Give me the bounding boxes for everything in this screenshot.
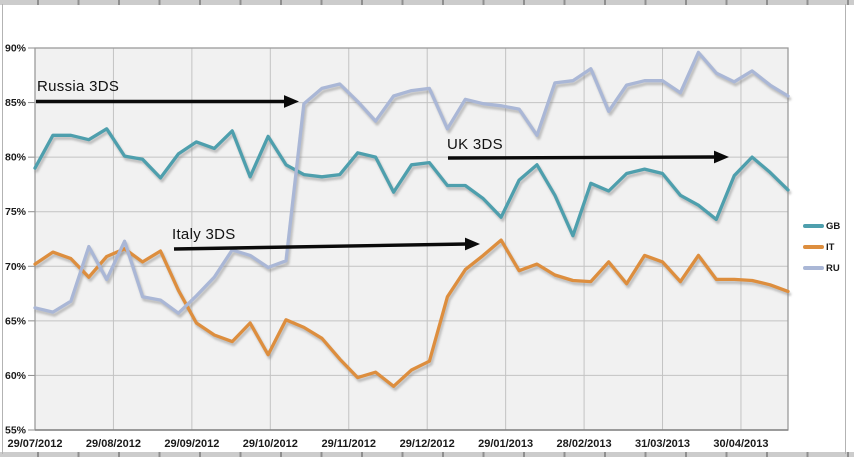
legend-item-it[interactable]: IT [803,240,840,254]
y-axis-label: 75% [5,206,27,218]
x-axis-label: 29/08/2012 [86,438,141,450]
x-axis-label: 29/07/2012 [7,438,62,450]
window-border-left [2,4,3,454]
x-axis-label: 29/11/2012 [322,438,376,450]
y-axis-label: 70% [5,261,27,273]
legend-swatch-ru [803,266,824,270]
y-axis-label: 80% [5,152,27,164]
x-axis-label: 29/12/2012 [400,438,455,450]
x-axis-label: 29/10/2012 [243,438,298,450]
y-axis-label: 60% [5,370,27,382]
annotation-uk-3ds: UK 3DS [447,136,503,153]
bottom-ruler [0,452,854,457]
legend-swatch-it [803,245,824,249]
x-axis-label: 29/09/2012 [164,438,219,450]
legend-label-it: IT [826,241,835,253]
arrow-italy-3ds-head [465,237,480,251]
x-axis-label: 29/01/2013 [478,438,533,450]
y-axis-label: 85% [5,97,27,109]
x-axis-label: 31/03/2013 [635,438,690,450]
arrow-uk-3ds-head [714,150,729,164]
legend-item-gb[interactable]: GB [803,219,840,233]
legend-item-ru[interactable]: RU [803,261,840,275]
series-line-ru [33,50,790,315]
legend-label-ru: RU [826,262,840,274]
series-line-it [33,238,790,388]
legend-label-gb: GB [826,220,841,232]
annotation-italy-3ds: Italy 3DS [172,226,236,243]
arrow-italy-3ds [173,242,468,251]
y-axis-label: 55% [5,425,27,437]
window-border-right [845,4,846,454]
annotation-russia-3ds: Russia 3DS [37,78,120,95]
x-axis-label: 30/04/2013 [713,438,768,450]
arrow-uk-3ds [447,155,717,160]
x-axis-label: 28/02/2013 [557,438,612,450]
legend-swatch-gb [803,224,824,228]
top-ruler [0,0,854,5]
y-axis-label: 90% [5,43,27,55]
arrow-russia-3ds-head [284,95,299,108]
legend: GB IT RU [803,219,840,282]
series-line-gb [33,127,790,238]
y-axis-label: 65% [5,315,27,327]
